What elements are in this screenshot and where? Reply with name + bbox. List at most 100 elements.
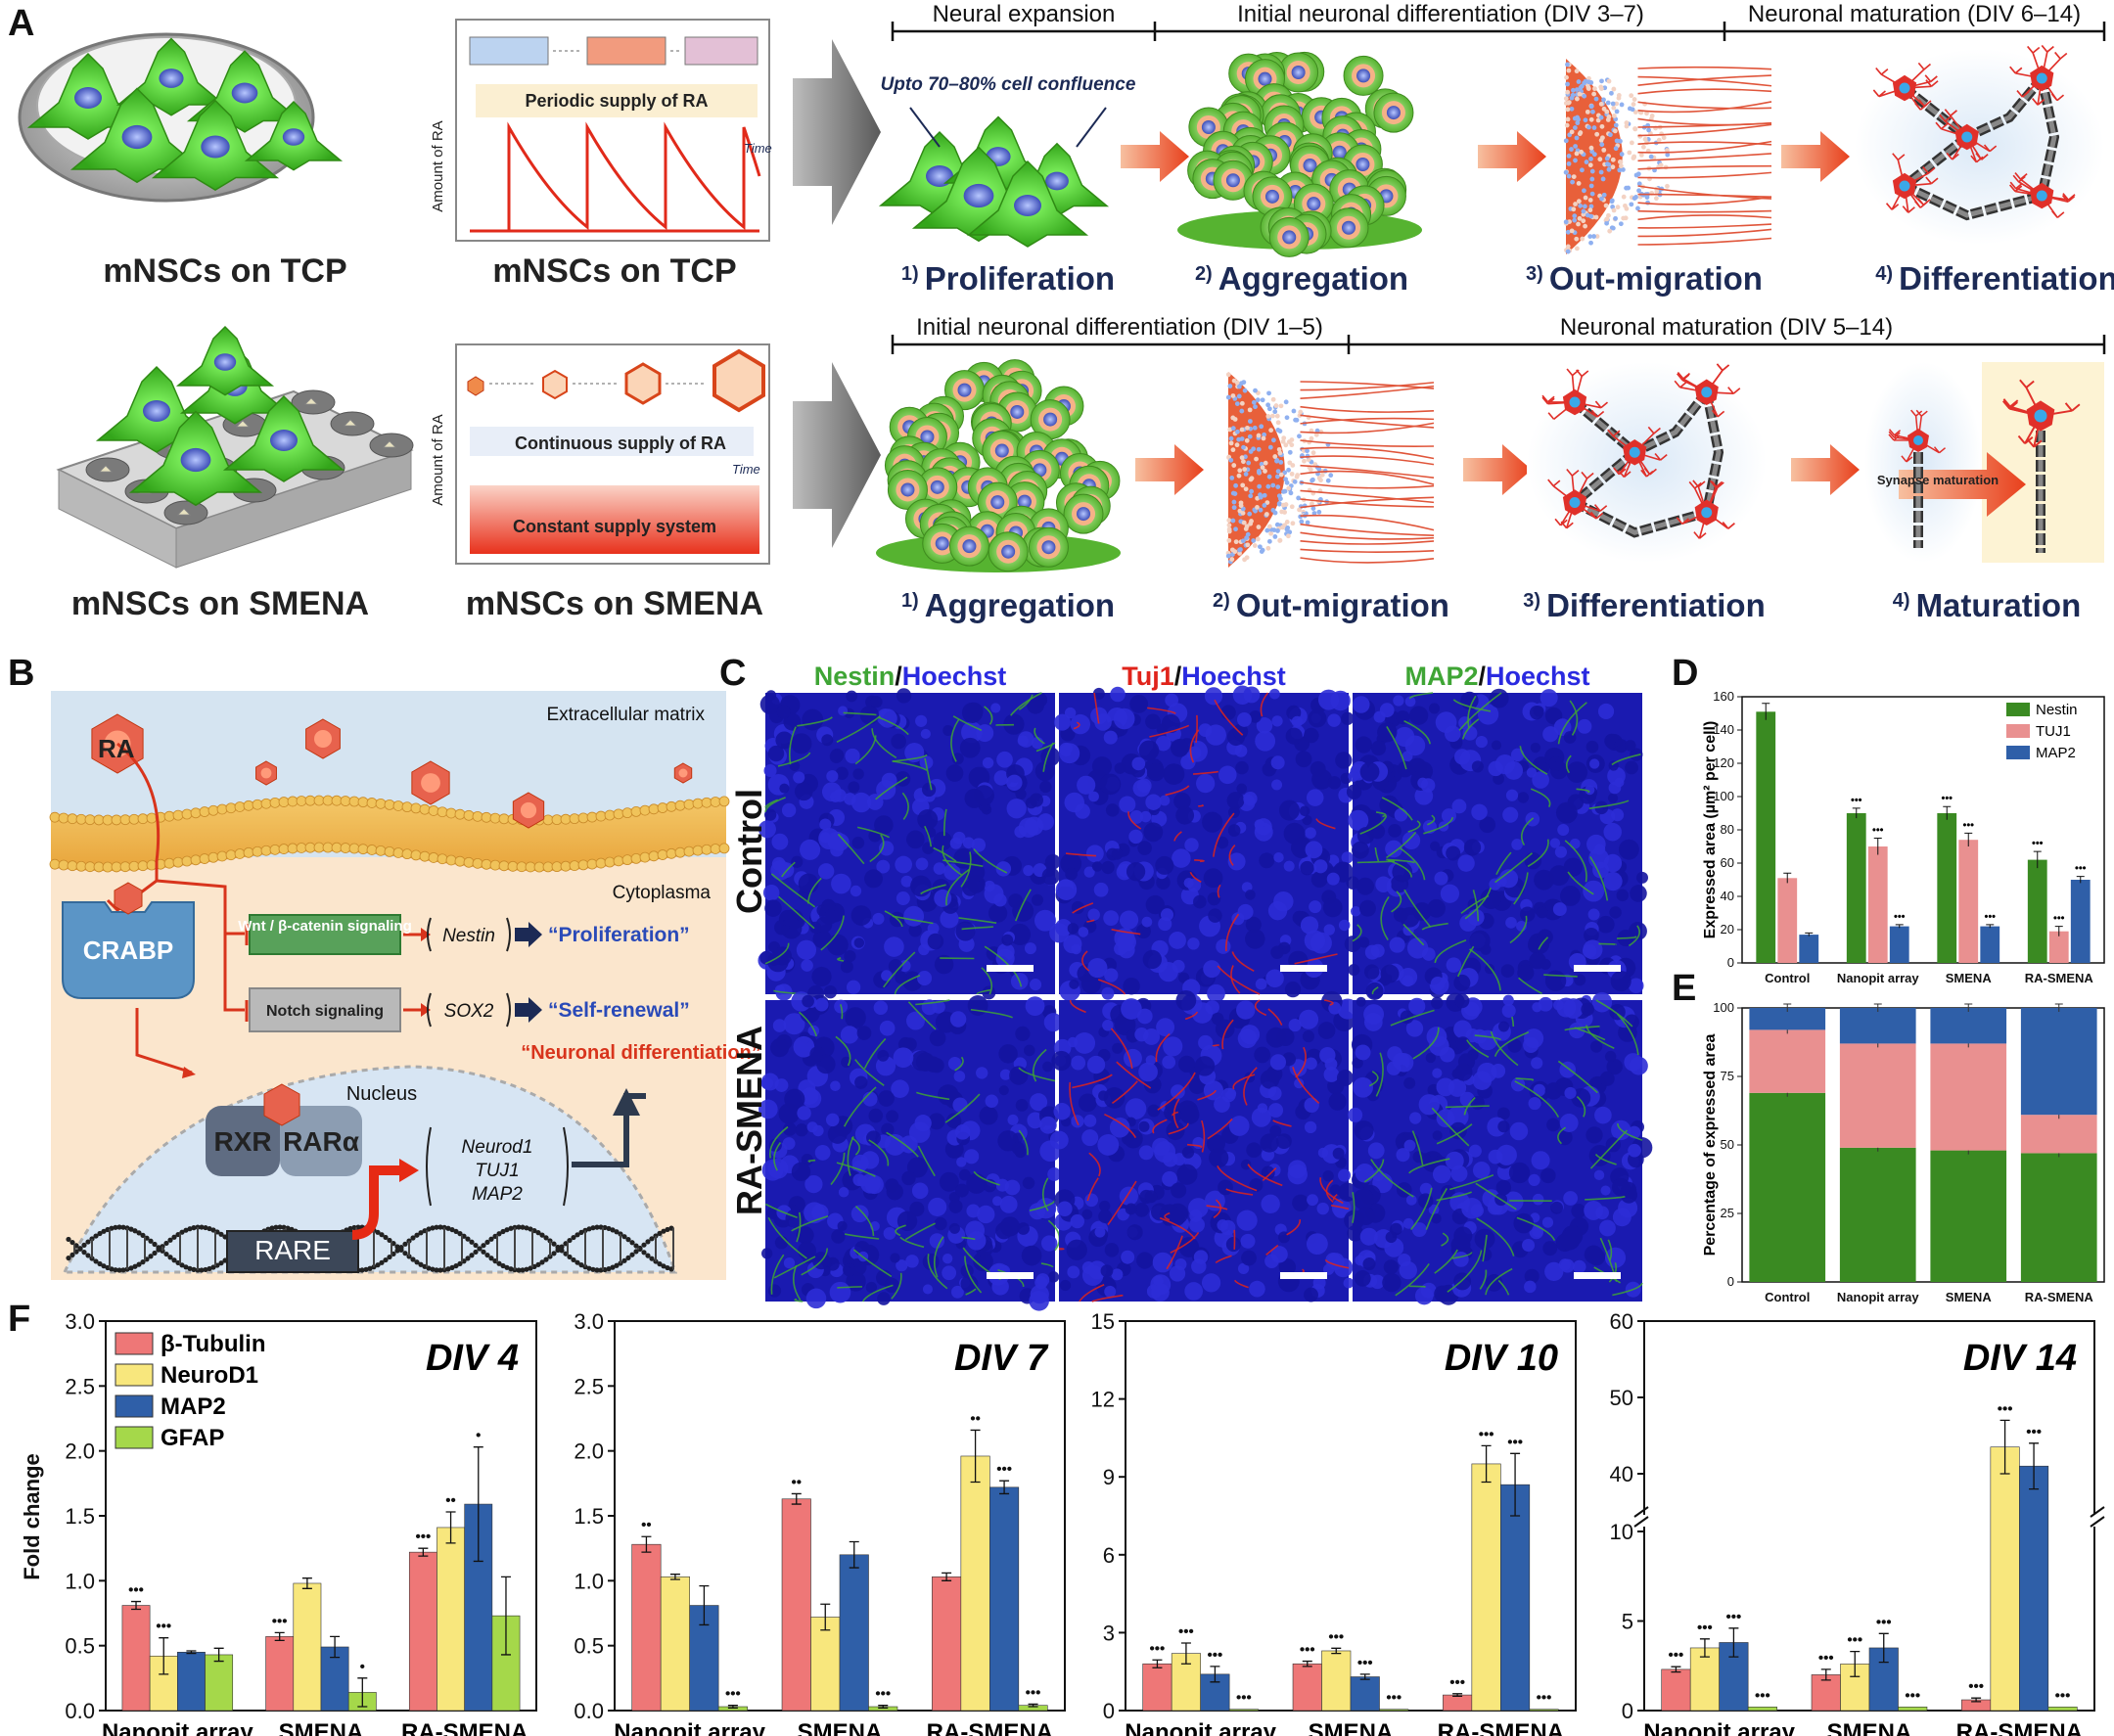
row2-cells-caption: mNSCs on SMENA: [71, 585, 369, 622]
f-sig: •••: [1479, 1426, 1494, 1442]
svg-text:2)Aggregation: 2) Aggregation: [1195, 260, 1408, 297]
f-sig: •••: [1847, 1632, 1862, 1649]
micrograph-r1-c3: [1344, 688, 1649, 1000]
time-label-2: Time: [732, 462, 760, 477]
f-legend-label: GFAP: [161, 1425, 224, 1451]
f-ytick: 12: [1091, 1388, 1115, 1412]
f-ytick: 3.0: [65, 1309, 95, 1334]
row1-phase-3: Neuronal maturation (DIV 6–14): [1748, 1, 2081, 27]
f-sig: •••: [1507, 1434, 1523, 1450]
f-ytick: 9: [1103, 1465, 1115, 1489]
d-xtick: SMENA: [1946, 971, 1993, 985]
e-bar: [1749, 1029, 1826, 1093]
f-sig: ••: [641, 1517, 652, 1533]
e-xtick: Control: [1765, 1290, 1810, 1304]
f-bar: [293, 1582, 322, 1712]
d-ytick: 140: [1713, 722, 1734, 737]
wnt-label: Wnt / β-catenin signaling: [238, 918, 412, 935]
neuronal-diff-outcome: “Neuronal differentiation”: [521, 1042, 761, 1064]
e-bar: [1839, 1043, 1916, 1148]
proliferation-outcome: “Proliferation”: [548, 924, 690, 946]
svg-text:2)Out-migration: 2) Out-migration: [1213, 587, 1449, 623]
e-ytick: 0: [1727, 1274, 1734, 1289]
gene-tuj1: TUJ1: [475, 1161, 519, 1181]
micrograph-r1-c2: [1049, 685, 1355, 1003]
d-sig: •••: [2075, 863, 2087, 875]
svg-text:1)Proliferation: 1) Proliferation: [901, 260, 1115, 297]
f-ytick: 50: [1610, 1386, 1633, 1410]
row2-phase-1: Initial neuronal differentiation (DIV 1–…: [916, 314, 1323, 341]
row-label-ra-smena: RA-SMENA: [729, 1026, 769, 1215]
d-ytick: 0: [1727, 955, 1734, 970]
f-bar: [989, 1486, 1020, 1712]
rar-label: RARα: [283, 1126, 359, 1157]
constant-supply-label: Constant supply system: [513, 517, 716, 536]
tcp-dish-illustration: [18, 32, 344, 203]
svg-text:4)Differentiation: 4) Differentiation: [1875, 260, 2114, 297]
micrograph-r2-c1: [758, 991, 1063, 1311]
f-bar: [2019, 1465, 2049, 1712]
rxr-label: RXR: [213, 1126, 271, 1157]
f-bar: [960, 1455, 990, 1712]
f-ytick: 0.0: [574, 1699, 604, 1723]
f-bar: [932, 1576, 962, 1712]
gene-neurod1: Neurod1: [462, 1137, 533, 1158]
f-ytick: 2.0: [574, 1439, 604, 1464]
self-renewal-outcome: “Self-renewal”: [548, 999, 690, 1022]
d-bar: [1756, 711, 1776, 963]
f-sig: •••: [1300, 1642, 1315, 1659]
f-bar: [2047, 1707, 2078, 1712]
f-legend-swatch: [115, 1394, 154, 1418]
d-xtick: RA-SMENA: [2025, 971, 2094, 985]
d-sig: •••: [1962, 819, 1974, 831]
channel-header-2: Tuj1/Hoechst: [1122, 662, 1286, 691]
f-sig: •••: [1026, 1684, 1041, 1701]
f-bar: [660, 1576, 690, 1712]
d-bar: [1777, 878, 1798, 963]
gene-map2: MAP2: [472, 1184, 523, 1205]
f-xtick: Nanopit array: [614, 1719, 765, 1736]
svg-text:1)Aggregation: 1) Aggregation: [901, 587, 1115, 623]
d-sig: •••: [2032, 838, 2044, 849]
rare-label: RARE: [254, 1235, 331, 1265]
f-legend-label: MAP2: [161, 1393, 226, 1420]
chart-f: 0.00.51.01.52.02.53.0••••••Nanopit array…: [20, 1309, 2105, 1736]
row1-cells-caption: mNSCs on TCP: [103, 252, 346, 290]
e-xtick: SMENA: [1946, 1290, 1993, 1304]
f-xtick: Nanopit array: [1125, 1719, 1276, 1736]
chart-d: 0 20 40 60 80 100 120 140 160 Control ••• ••• ••• Nan…: [1702, 689, 2105, 985]
f-bar: [1500, 1484, 1531, 1712]
f-ytick: 2.5: [574, 1374, 604, 1398]
micrograph-r2-c2: [1049, 989, 1358, 1302]
d-legend-swatch: [2006, 724, 2030, 738]
f-sig: •••: [1449, 1674, 1465, 1691]
f-sig: •••: [1726, 1609, 1742, 1625]
d-bar: [1799, 935, 1819, 963]
f-bar: [1379, 1709, 1409, 1712]
e-bar: [1930, 1008, 2007, 1044]
d-sig: •••: [1872, 825, 1884, 837]
f-bar: [121, 1605, 151, 1712]
f-bar: [631, 1543, 662, 1712]
d-xtick: Control: [1765, 971, 1810, 985]
f-bar: [810, 1617, 841, 1712]
f-xtick: SMENA: [798, 1719, 883, 1736]
d-ytick: 60: [1721, 855, 1734, 870]
svg-text:3)Differentiation: 3) Differentiation: [1523, 587, 1765, 623]
d-bar: [1937, 813, 1957, 963]
row-label-control: Control: [729, 789, 769, 914]
f-legend-label: NeuroD1: [161, 1362, 258, 1389]
f-sig: •••: [1669, 1647, 1684, 1664]
f-title: DIV 14: [1963, 1338, 2077, 1379]
f-bar: [781, 1498, 811, 1712]
f-sig: •••: [1818, 1650, 1834, 1667]
f-ytick: 0: [1103, 1699, 1115, 1723]
channel-header-3: MAP2/Hoechst: [1404, 662, 1589, 691]
f-xtick: SMENA: [1827, 1719, 1912, 1736]
f-sig: •••: [875, 1686, 891, 1703]
ecm-label: Extracellular matrix: [546, 705, 705, 725]
svg-text:3)Out-migration: 3) Out-migration: [1526, 260, 1763, 297]
f-sig: •: [476, 1428, 481, 1444]
chart-e: 0 25 50 75 100 Control Nanopit array SMENA RA-SM…: [1702, 1000, 2105, 1304]
f-sig: •••: [272, 1613, 288, 1629]
